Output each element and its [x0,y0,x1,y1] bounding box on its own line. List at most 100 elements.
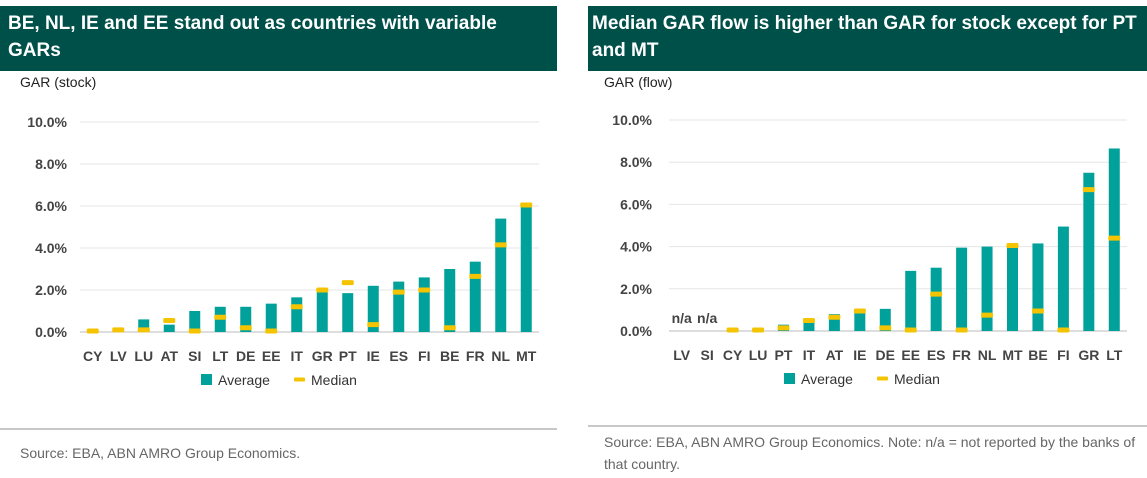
left-marker-median-pt [341,280,354,286]
left-source: Source: EBA, ABN AMRO Group Economics. [20,445,301,461]
right-legend-median-swatch [877,376,888,381]
left-bar-average-pt [342,293,354,332]
left-x-tick-label: LV [110,348,128,364]
left-x-tick-label: MT [516,348,537,364]
right-marker-median-gr [1082,187,1095,193]
right-x-tick-label: CY [723,347,743,363]
left-y-tick-label: 6.0% [35,198,67,214]
right-marker-median-de [879,325,892,331]
right-y-tick-label: 0.0% [620,323,652,339]
left-x-tick-label: IE [367,348,380,364]
left-y-axis-label: GAR (stock) [20,74,97,90]
left-marker-median-at [163,317,176,323]
right-y-tick-label: 2.0% [620,281,652,297]
left-x-tick-label: IT [291,348,304,364]
left-legend-median-label: Median [311,372,357,388]
right-x-tick-label: FR [952,347,971,363]
right-marker-median-it [802,317,815,323]
left-x-tick-label: GR [312,348,333,364]
left-x-tick-label: PT [339,348,357,364]
left-chart: 0.0% 2.0% 4.0% 6.0% 8.0% 10.0% CY LV LU AT SI LT DE E… [27,114,539,388]
left-x-tick-label: FR [466,348,485,364]
right-y-tick-label: 10.0% [612,112,652,128]
left-marker-median-fr [469,273,482,279]
right-divider [588,425,1147,427]
left-bar-average-gr [316,292,328,332]
right-y-axis-label: GAR (flow) [604,74,673,90]
left-divider [0,428,557,430]
right-bar-average-it [803,321,815,331]
left-bar-average-mt [520,206,532,332]
left-bar-average-es [393,281,405,332]
right-bar-average-at [828,314,840,331]
right-marker-median-cy [726,327,739,333]
left-bar-average-be [444,269,456,332]
right-y-tick-label: 4.0% [620,239,652,255]
left-y-tick-label: 0.0% [35,324,67,340]
right-x-tick-label: BE [1028,347,1047,363]
left-chart-panel: BE, NL, IE and EE stand out as countries… [0,0,557,478]
right-marker-median-mt [1006,243,1019,249]
right-marker-median-ie [853,308,866,314]
left-bar-average-nl [495,218,507,332]
right-bar-average-gr [1083,172,1095,331]
right-source: Source: EBA, ABN AMRO Group Economics. N… [604,434,1136,472]
right-marker-median-nl [981,312,994,318]
left-marker-median-ee [265,328,278,334]
left-marker-median-mt [520,202,533,208]
right-x-tick-label: NL [978,347,997,363]
right-bar-average-ee [905,270,917,331]
right-chart: 0.0% 2.0% 4.0% 6.0% 8.0% 10.0% n/a LV n/a SI CY LU P… [612,112,1127,387]
right-y-tick-label: 8.0% [620,154,652,170]
right-bar-average-es [930,267,942,331]
left-legend-median-swatch [294,377,305,382]
right-bar-average-ie [854,310,866,331]
left-x-tick-label: LU [134,348,153,364]
left-marker-median-ie [367,322,380,328]
left-y-tick-label: 4.0% [35,240,67,256]
right-x-tick-label: LU [749,347,768,363]
right-bar-average-fr [956,247,968,331]
right-legend-average-swatch [784,373,795,384]
left-x-tick-label: FI [418,348,430,364]
right-bar-average-nl [981,246,993,331]
left-bar-average-lu [138,319,150,332]
right-legend-average-label: Average [801,371,853,387]
left-x-tick-label: BE [440,348,459,364]
right-legend-median-label: Median [894,371,940,387]
right-bar-average-fi [1057,226,1069,331]
left-y-tick-label: 8.0% [35,156,67,172]
right-x-tick-label: MT [1002,347,1023,363]
right-x-tick-label: DE [876,347,895,363]
right-x-tick-label: FI [1057,347,1069,363]
left-y-tick-label: 10.0% [27,114,67,130]
left-x-tick-label: DE [236,348,255,364]
right-marker-median-ee [904,327,917,333]
right-na-label-lv: n/a [672,310,692,326]
left-x-tick-label: ES [389,348,408,364]
right-x-tick-label: AT [826,347,844,363]
left-marker-median-gr [316,287,329,293]
left-bar-average-fi [418,277,430,332]
right-x-tick-label: SI [701,347,714,363]
right-marker-median-at [828,314,841,320]
right-x-tick-label: PT [775,347,793,363]
right-x-tick-label: EE [901,347,920,363]
right-marker-median-fi [1057,327,1070,333]
right-x-tick-label: LV [673,347,691,363]
left-marker-median-be [443,325,456,331]
left-bar-average-ee [265,303,277,332]
left-legend-average-label: Average [218,372,270,388]
right-bar-average-de [879,308,891,331]
left-chart-title: BE, NL, IE and EE stand out as countries… [0,6,557,71]
right-bar-average-mt [1007,246,1018,331]
left-marker-median-lv [112,327,125,333]
left-x-tick-label: CY [83,348,103,364]
left-bar-average-at [163,324,175,332]
right-marker-median-be [1031,308,1044,314]
left-marker-median-de [239,325,252,331]
right-marker-median-lt [1108,235,1121,241]
left-legend-average-swatch [201,374,212,385]
left-x-tick-label: EE [262,348,281,364]
right-marker-median-pt [777,325,790,331]
